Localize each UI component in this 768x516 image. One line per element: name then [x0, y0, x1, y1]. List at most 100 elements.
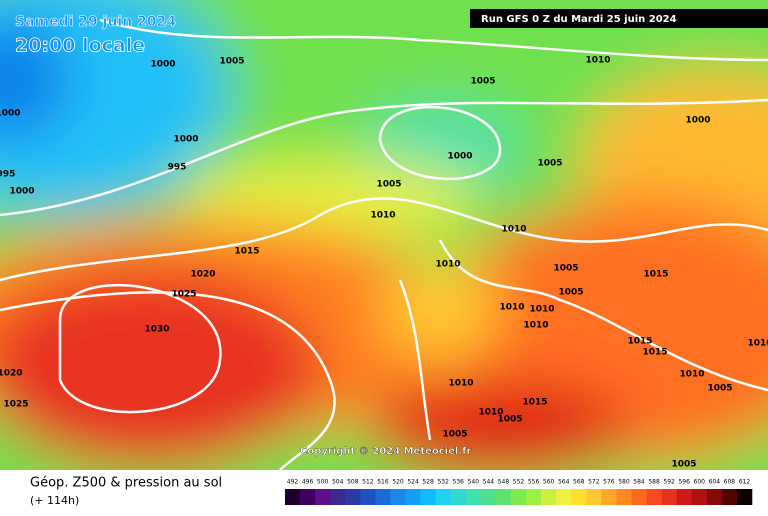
legend-swatch: [601, 489, 617, 505]
legend-swatch: [480, 489, 497, 505]
legend-swatch: [631, 489, 647, 505]
isobar-label: 1025: [171, 290, 196, 300]
isobar-label: 1010: [523, 321, 548, 331]
legend-label: 532: [437, 479, 449, 486]
legend-swatch: [345, 489, 361, 505]
legend-label: 512: [362, 479, 374, 486]
isobar-label: 1010: [435, 260, 460, 270]
isobar-label: 1015: [627, 337, 652, 347]
legend-label: 580: [618, 479, 630, 486]
legend-swatch: [420, 489, 436, 505]
legend-label: 540: [468, 479, 480, 486]
legend-label: 500: [317, 479, 329, 486]
isobar-label: 1005: [470, 77, 495, 87]
isobar-label: 1010: [370, 211, 395, 221]
isobar-label: 1010: [478, 408, 503, 418]
isobar-label: 1000: [0, 109, 21, 119]
isobar-label: 1015: [643, 270, 668, 280]
isobar-label: 1005: [558, 288, 583, 298]
legend-label: 604: [709, 479, 721, 486]
legend-label: 496: [302, 479, 314, 486]
legend-swatch: [526, 489, 542, 505]
legend-label: 520: [392, 479, 404, 486]
isobar-label: 1010: [529, 305, 554, 315]
copyright: Copyright © 2024 Meteociel.fr: [300, 446, 471, 457]
footer-title: Géop. Z500 & pression au sol: [30, 476, 222, 491]
legend-label: 524: [407, 479, 419, 486]
legend: 492 496 500 504 508 512 516 520 524 528 532 536 540 5…: [285, 479, 753, 505]
isobar-label: 1005: [497, 415, 522, 425]
legend-swatch: [300, 489, 316, 505]
isobar-label: 1000: [173, 135, 198, 145]
isobar-label: 1015: [234, 247, 259, 257]
legend-swatch: [691, 489, 708, 505]
legend-swatch: [736, 489, 753, 505]
legend-label: 536: [453, 479, 465, 486]
run-box: [470, 9, 768, 28]
isobar-label: 1010: [747, 339, 768, 349]
isobar-label: 1030: [144, 325, 169, 335]
isobar-label: 1005: [537, 159, 562, 169]
legend-label: 592: [663, 479, 675, 486]
legend-swatch: [435, 489, 452, 505]
isobar-labels: 1000100510101005100010009951000100510009…: [0, 56, 768, 470]
legend-swatch: [375, 489, 391, 505]
date: Samedi 29 juin 2024: [15, 14, 176, 30]
legend-swatch: [541, 489, 557, 505]
isobar-label: 1005: [376, 180, 401, 190]
legend-swatch: [465, 489, 482, 505]
legend-swatch: [721, 489, 738, 505]
isobar-label: 1010: [499, 303, 524, 313]
isobar-label: 1005: [219, 57, 244, 67]
run: Run GFS 0 Z du Mardi 25 juin 2024: [481, 14, 677, 25]
legend-swatch: [450, 489, 467, 505]
legend-label: 564: [558, 479, 570, 486]
legend-label: 492: [287, 479, 299, 486]
isobar-label: 1000: [447, 152, 472, 162]
legend-label: 584: [633, 479, 645, 486]
legend-label: 548: [498, 479, 510, 486]
isobar-label: 1020: [0, 369, 23, 379]
isobar-label: 1005: [671, 460, 696, 470]
isobar-label: 1010: [679, 370, 704, 380]
legend-swatch: [556, 489, 572, 505]
legend-label: 608: [724, 479, 736, 486]
isobar-label: 1005: [707, 384, 732, 394]
legend-swatch: [495, 489, 512, 505]
isobar-label: 1015: [522, 398, 547, 408]
isobar-label: 995: [168, 163, 187, 173]
legend-swatch: [405, 489, 421, 505]
legend-label: 504: [332, 479, 344, 486]
legend-swatch: [646, 489, 662, 505]
legend-label: 552: [513, 479, 525, 486]
isobar-label: 995: [0, 170, 15, 180]
isobar-label: 1010: [585, 56, 610, 66]
legend-swatch: [661, 489, 677, 505]
legend-label: 596: [678, 479, 690, 486]
isobar-label: 1005: [442, 430, 467, 440]
isobar-label: 1000: [150, 60, 175, 70]
legend-label: 556: [528, 479, 540, 486]
legend-label: 572: [588, 479, 600, 486]
legend-swatch: [676, 489, 693, 505]
legend-swatch: [285, 489, 301, 505]
legend-swatch: [315, 489, 331, 505]
isobar-label: 1025: [3, 400, 28, 410]
footer-lead: (+ 114h): [30, 494, 79, 507]
legend-swatch: [586, 489, 602, 505]
legend-label: 544: [483, 479, 495, 486]
legend-label: 508: [347, 479, 359, 486]
isobar-label: 1000: [685, 116, 710, 126]
isobars: [0, 18, 768, 471]
legend-swatch: [360, 489, 376, 505]
isobar-label: 1005: [553, 264, 578, 274]
time: 20:00 locale: [15, 35, 145, 57]
legend-swatch: [616, 489, 632, 505]
isobar-label: 1010: [448, 379, 473, 389]
legend-swatch: [330, 489, 346, 505]
legend-label: 612: [739, 479, 751, 486]
legend-label: 568: [573, 479, 585, 486]
isobar-label: 1015: [642, 348, 667, 358]
